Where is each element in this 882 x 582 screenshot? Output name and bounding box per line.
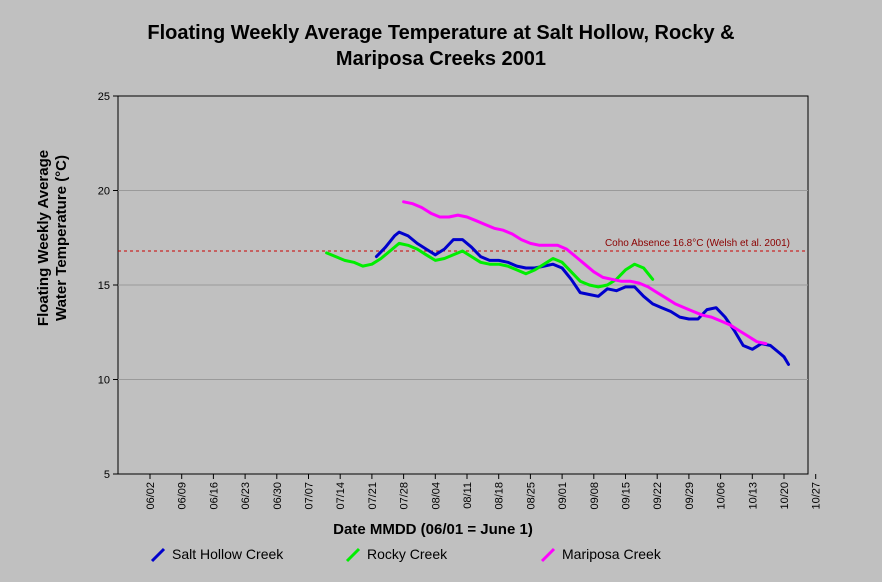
y-axis-label: Floating Weekly Average Water Temperatur… <box>35 150 70 326</box>
legend-swatch-1 <box>345 547 361 563</box>
x-axis: 06/02 06/09 06/16 06/23 06/30 07/07 07/14 07/21… <box>145 474 823 510</box>
y-tick-label-15: 15 <box>98 280 110 292</box>
series-line-2 <box>402 200 768 346</box>
x-tick-label-10: 08/11 <box>462 482 474 509</box>
legend-swatch-0 <box>150 547 166 563</box>
x-tick-label-8: 07/28 <box>399 482 411 510</box>
legend-label-1: Rocky Creek <box>367 546 448 562</box>
x-tick-label-15: 09/15 <box>621 482 633 510</box>
x-tick-label-5: 07/07 <box>304 482 316 510</box>
x-tick-label-18: 10/06 <box>716 482 728 510</box>
x-tick-label-9: 08/04 <box>430 482 442 510</box>
x-tick-label-20: 10/20 <box>779 482 791 510</box>
x-tick-label-0: 06/02 <box>145 482 157 510</box>
legend: Salt Hollow Creek Rocky Creek Mariposa Cre… <box>0 540 882 570</box>
legend-label-0: Salt Hollow Creek <box>172 546 284 562</box>
x-tick-label-19: 10/13 <box>747 482 759 510</box>
line-chart: 25 20 15 10 5 06/02 06/09 06/16 06/23 06/30 07/07… <box>35 91 823 538</box>
y-axis: 25 20 15 10 5 <box>98 91 118 481</box>
x-tick-label-11: 08/18 <box>494 482 506 510</box>
x-tick-label-17: 09/29 <box>684 482 696 510</box>
x-tick-label-12: 08/25 <box>525 482 537 510</box>
x-tick-label-21: 10/27 <box>811 482 823 510</box>
legend-swatch-line-1 <box>345 547 361 563</box>
chart-title-line1: Floating Weekly Average Temperature at S… <box>147 22 735 44</box>
series-line-1 <box>325 241 655 289</box>
series-line-0 <box>374 230 790 366</box>
x-tick-label-1: 06/09 <box>177 482 189 510</box>
x-tick-label-3: 06/23 <box>240 482 252 510</box>
x-tick-label-4: 06/30 <box>272 482 284 510</box>
chart-title-line2: Mariposa Creeks 2001 <box>335 48 547 70</box>
y-axis-label-line1: Floating Weekly Average <box>35 150 52 326</box>
x-tick-label-13: 09/01 <box>557 482 569 510</box>
x-tick-label-7: 07/21 <box>367 482 379 510</box>
x-tick-label-16: 09/22 <box>652 482 664 510</box>
x-tick-label-14: 09/08 <box>589 482 601 510</box>
y-axis-label-line2: Water Temperature (°C) <box>53 155 70 321</box>
x-axis-label: Date MMDD (06/01 = June 1) <box>333 521 533 538</box>
legend-label-2: Mariposa Creek <box>562 546 661 562</box>
x-tick-label-2: 06/16 <box>208 482 220 510</box>
threshold-label: Coho Absence 16.8°C (Welsh et al. 2001) <box>605 238 790 249</box>
grid-lines <box>118 190 808 380</box>
y-tick-label-25: 25 <box>98 91 110 103</box>
y-tick-label-20: 20 <box>98 186 110 198</box>
legend-swatch-line-2 <box>540 547 556 563</box>
chart-title: Floating Weekly Average Temperature at S… <box>0 20 882 72</box>
legend-swatch-line-0 <box>150 547 166 563</box>
y-tick-label-5: 5 <box>104 469 110 481</box>
legend-swatch-2 <box>540 547 556 563</box>
y-tick-label-10: 10 <box>98 375 110 387</box>
series-group <box>325 200 790 366</box>
x-tick-label-6: 07/14 <box>335 482 347 510</box>
